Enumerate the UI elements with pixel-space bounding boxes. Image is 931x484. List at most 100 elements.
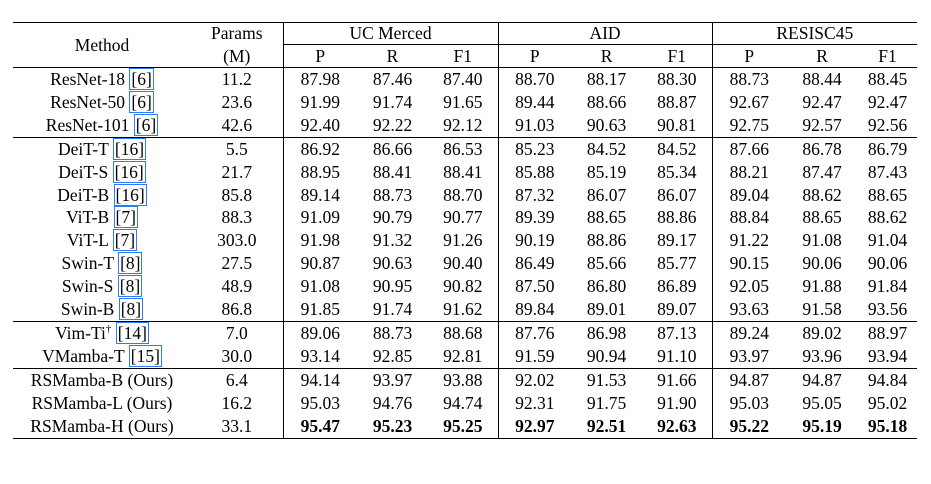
- header-metric: P: [282, 44, 357, 68]
- citation-link[interactable]: [6]: [133, 113, 159, 136]
- params-cell: 23.6: [221, 91, 253, 112]
- citation-link[interactable]: [8]: [118, 298, 144, 321]
- metric-cell: 90.63: [586, 114, 627, 135]
- metric-cell: 91.58: [802, 299, 842, 320]
- table-row: ResNet-101 [6] 42.6 92.40 92.22 92.12 91.03 90…: [13, 113, 917, 138]
- header-metric: R: [386, 46, 399, 66]
- metric-cell: 90.06: [867, 253, 908, 274]
- metric-cell: 90.77: [443, 207, 483, 228]
- params-cell: 86.8: [221, 299, 253, 320]
- method-name: DeiT-B [16]: [57, 183, 147, 206]
- params-cell: 6.4: [191, 367, 283, 392]
- metric-cell: 88.87: [657, 91, 697, 112]
- metric-cell: 93.97: [711, 344, 787, 369]
- params-cell: 21.7: [221, 161, 253, 182]
- metric-cell: 86.80: [586, 276, 627, 297]
- metric-cell: 95.47: [282, 414, 357, 439]
- metric-cell: 86.98: [571, 320, 643, 345]
- metric-cell: 86.07: [586, 184, 627, 205]
- metric-cell: 88.65: [867, 184, 908, 205]
- metric-cell: 88.62: [867, 207, 908, 228]
- metric-cell: 86.92: [282, 136, 357, 161]
- citation-link[interactable]: [6]: [129, 68, 154, 90]
- metric-cell: 95.19: [786, 414, 859, 439]
- metric-cell: 93.14: [282, 344, 357, 369]
- metric-cell: 87.40: [428, 66, 499, 91]
- metric-cell: 87.32: [497, 183, 572, 207]
- metric-cell: 86.07: [657, 184, 697, 205]
- table-row: RSMamba-L (Ours) 16.2 95.03 94.76 94.74 92.31…: [13, 391, 917, 415]
- metric-cell: 92.47: [867, 91, 908, 112]
- metric-cell: 86.53: [428, 136, 499, 161]
- metric-cell: 92.51: [571, 414, 643, 439]
- citation-link[interactable]: [7]: [112, 229, 138, 252]
- metric-cell: 88.73: [357, 320, 428, 345]
- metric-cell: 95.25: [428, 414, 499, 439]
- metric-cell: 89.02: [786, 320, 859, 345]
- method-name: Swin-S [8]: [61, 275, 143, 298]
- params-cell: 48.9: [221, 276, 253, 297]
- metric-cell: 89.04: [711, 183, 787, 207]
- metric-cell: 91.08: [282, 275, 357, 299]
- params-cell: 16.2: [221, 392, 253, 413]
- metric-cell: 92.31: [497, 391, 572, 415]
- metric-cell: 89.24: [711, 320, 787, 345]
- metric-cell: 91.09: [282, 206, 357, 230]
- metric-cell: 92.05: [711, 275, 787, 299]
- params-cell: 85.8: [221, 184, 253, 205]
- header-metric: P: [497, 44, 572, 68]
- metric-cell: 94.14: [282, 367, 357, 392]
- citation-link[interactable]: [8]: [118, 252, 143, 275]
- citation-link[interactable]: [16]: [113, 183, 147, 206]
- table-row: DeiT-T [16] 5.5 86.92 86.66 86.53 85.23 84.52 8…: [13, 136, 918, 161]
- citation-link[interactable]: [6]: [129, 90, 154, 113]
- table-row: DeiT-S [16] 21.7 88.95 88.41 88.41 85.88 85.19…: [13, 160, 917, 184]
- method-name: ResNet-18 [6]: [13, 66, 191, 91]
- citation-link[interactable]: [8]: [117, 275, 143, 298]
- metric-cell: 92.97: [497, 414, 572, 439]
- metric-cell: 88.44: [786, 66, 859, 91]
- metric-cell: 88.21: [711, 160, 787, 184]
- metric-cell: 91.08: [802, 230, 842, 251]
- metric-cell: 91.53: [571, 367, 643, 392]
- metric-cell: 90.63: [372, 253, 413, 274]
- table-body: ResNet-18 [6] 11.2 87.98 87.46 87.40 88.70 88.…: [13, 66, 918, 439]
- metric-cell: 89.39: [497, 206, 572, 230]
- metric-cell: 88.65: [802, 207, 842, 228]
- metric-cell: 89.17: [657, 230, 697, 251]
- citation-link[interactable]: [16]: [112, 137, 147, 160]
- metric-cell: 88.73: [711, 66, 787, 91]
- metric-cell: 88.86: [657, 207, 697, 228]
- metric-cell: 93.94: [867, 345, 908, 366]
- metric-cell: 90.06: [802, 253, 842, 274]
- citation-link[interactable]: [15]: [128, 344, 162, 367]
- method-name: Swin-B [8]: [60, 298, 144, 321]
- metric-cell: 90.19: [497, 229, 572, 253]
- metric-cell: 90.15: [711, 252, 787, 276]
- header-params: Params: [191, 22, 283, 45]
- metric-cell: 89.06: [282, 320, 357, 345]
- metric-cell: 88.68: [428, 320, 499, 345]
- metric-cell: 88.17: [571, 66, 643, 91]
- metric-cell: 87.46: [357, 66, 428, 91]
- dagger-mark: †: [105, 323, 112, 336]
- header-dataset-uc-merced: UC Merced: [282, 22, 499, 45]
- metric-cell: 88.95: [282, 160, 357, 184]
- params-cell: 7.0: [191, 320, 283, 345]
- table-row: ViT-B [7] 88.3 91.09 90.79 90.77 89.39 88.65 88…: [13, 206, 917, 230]
- metric-cell: 88.45: [858, 66, 918, 91]
- metric-cell: 87.98: [282, 66, 357, 91]
- metric-cell: 95.03: [282, 391, 357, 415]
- params-cell: 88.3: [221, 207, 253, 228]
- citation-link[interactable]: [7]: [113, 206, 138, 229]
- metric-cell: 89.01: [586, 299, 627, 320]
- table-row: RSMamba-B (Ours) 6.4 94.14 93.97 93.88 92.02 9…: [13, 367, 918, 392]
- metric-cell: 91.65: [443, 91, 483, 112]
- citation-link[interactable]: [16]: [112, 160, 146, 183]
- method-name: DeiT-S [16]: [58, 160, 146, 183]
- metric-cell: 85.23: [497, 136, 572, 161]
- metric-cell: 88.30: [642, 66, 713, 91]
- metric-cell: 91.04: [867, 230, 908, 251]
- citation-link[interactable]: [14]: [115, 321, 149, 344]
- metric-cell: 90.81: [657, 114, 697, 135]
